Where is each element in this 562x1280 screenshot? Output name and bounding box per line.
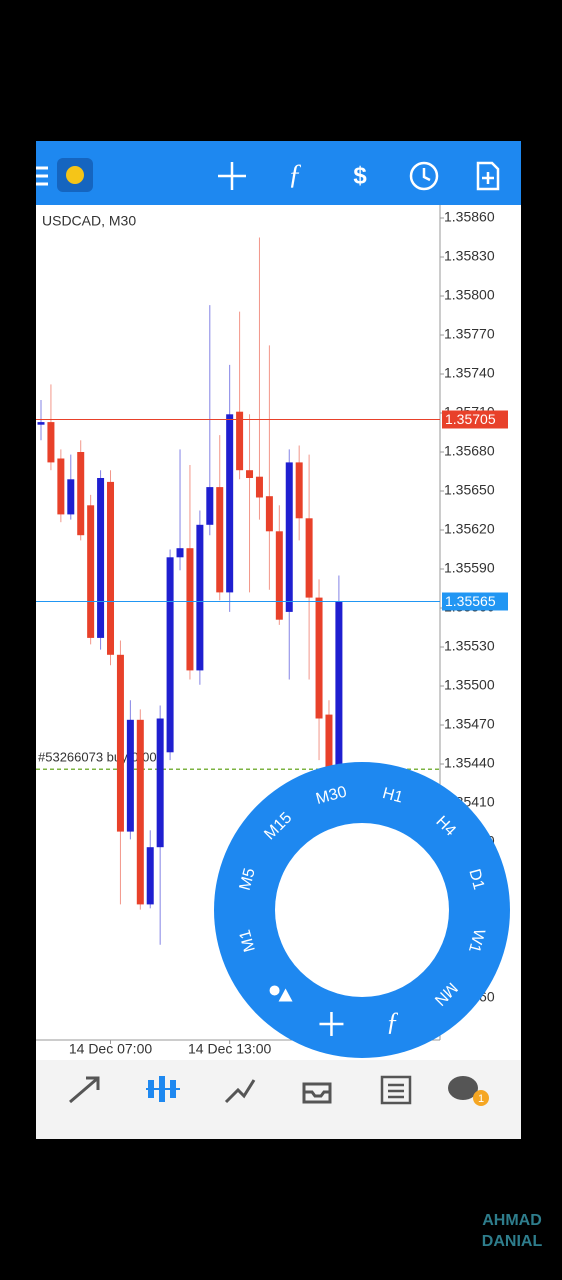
chart: 1.35860 1.35830 1.35800 1.35770 1.35740 1.357… xyxy=(36,205,510,1058)
badge: 1 xyxy=(478,1093,484,1105)
news-tab[interactable] xyxy=(380,1075,412,1105)
candle-body xyxy=(265,496,273,532)
candle-body xyxy=(77,452,85,536)
candle-body xyxy=(97,478,105,638)
x-tick-label: 14 Dec 13:00 xyxy=(188,1041,271,1057)
candle-body xyxy=(47,422,55,463)
price-tag xyxy=(442,592,508,611)
messages-tab[interactable] xyxy=(448,1076,489,1106)
chart-tab[interactable] xyxy=(146,1076,180,1102)
trade-icon[interactable]: $ xyxy=(353,162,367,189)
menu-icon[interactable] xyxy=(36,166,48,186)
candle-body xyxy=(226,414,234,593)
price-tag xyxy=(442,410,508,429)
watermark: DANIAL xyxy=(482,1233,543,1250)
objects-icon xyxy=(269,985,280,996)
candle-body xyxy=(186,548,194,671)
candle-body xyxy=(335,601,343,845)
candle-body xyxy=(136,719,144,905)
timeframe-option[interactable]: M1 xyxy=(237,928,259,954)
chart-title: USDCAD, M30 xyxy=(42,213,136,229)
watermark: AHMAD xyxy=(482,1212,542,1229)
y-tick-label: 1.35680 xyxy=(444,443,495,459)
candle-body xyxy=(156,718,164,848)
candle-body xyxy=(315,597,323,719)
y-tick-label: 1.35500 xyxy=(444,677,495,693)
objects-button[interactable] xyxy=(269,985,293,1002)
candle-body xyxy=(146,847,154,905)
quotes-tab[interactable] xyxy=(69,1076,100,1104)
candle-body xyxy=(126,719,134,832)
candle-body xyxy=(305,518,313,598)
candle-body xyxy=(246,470,254,478)
candle-body xyxy=(285,462,293,612)
candle-body xyxy=(325,714,333,770)
toolbar-bg xyxy=(36,141,521,205)
candle-body xyxy=(87,505,95,638)
y-tick-label: 1.35860 xyxy=(444,209,495,225)
crosshair-button[interactable] xyxy=(319,1011,344,1036)
y-tick-label: 1.35650 xyxy=(444,482,495,498)
candle-body xyxy=(295,462,303,519)
y-tick-label: 1.35470 xyxy=(444,716,495,732)
template-icon[interactable] xyxy=(476,161,500,191)
candle-body xyxy=(236,411,244,471)
x-tick-label: 14 Dec 07:00 xyxy=(69,1041,152,1057)
bottom-nav-bg xyxy=(36,1060,521,1139)
crosshair-icon[interactable] xyxy=(218,162,246,190)
price-tag-label: 1.35565 xyxy=(445,593,496,609)
price-tag-label: 1.35705 xyxy=(445,411,496,427)
candle-body xyxy=(166,557,174,753)
y-tick-label: 1.35800 xyxy=(444,287,495,303)
timeframe-option[interactable]: M5 xyxy=(237,866,259,892)
candle-body xyxy=(57,458,65,515)
y-tick-label: 1.35590 xyxy=(444,560,495,576)
candle-body xyxy=(116,654,124,832)
ring-inner xyxy=(275,823,449,997)
y-tick-label: 1.35440 xyxy=(444,755,495,771)
y-tick-label: 1.35830 xyxy=(444,248,495,264)
y-tick-label: 1.35770 xyxy=(444,326,495,342)
timeframe-option[interactable]: H1 xyxy=(381,785,405,807)
candle-body xyxy=(176,548,184,558)
timeframe-option[interactable]: W1 xyxy=(465,927,488,955)
y-tick-label: 1.35620 xyxy=(444,521,495,537)
y-tick-label: 1.35530 xyxy=(444,638,495,654)
y-tick-label: 1.35740 xyxy=(444,365,495,381)
candle-body xyxy=(37,422,45,425)
bottom-nav: 1 xyxy=(36,1060,521,1139)
candle-body xyxy=(67,479,75,515)
candle-body xyxy=(107,481,115,655)
candle-body xyxy=(216,487,224,593)
objects-icon xyxy=(278,988,293,1002)
toolbar: ƒ $ xyxy=(36,141,521,205)
app-logo-mark xyxy=(66,166,84,184)
indicator-icon[interactable]: ƒ xyxy=(288,159,302,190)
period-icon[interactable] xyxy=(409,161,439,191)
timeframe-option[interactable]: D1 xyxy=(465,867,487,891)
candle-body xyxy=(275,531,283,620)
indicator-button[interactable]: ƒ xyxy=(386,1007,399,1036)
history-tab[interactable] xyxy=(302,1082,332,1104)
candle-body xyxy=(206,487,214,525)
candle-body xyxy=(196,524,204,671)
candle-body xyxy=(255,476,263,498)
trade-tab[interactable] xyxy=(224,1079,256,1104)
